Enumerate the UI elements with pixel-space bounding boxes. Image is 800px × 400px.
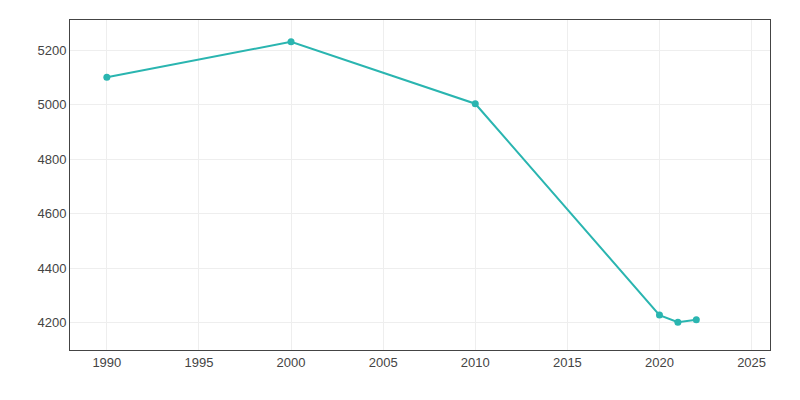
svg-text:4600: 4600 [37,206,66,221]
svg-text:2015: 2015 [553,355,582,370]
svg-text:2005: 2005 [369,355,398,370]
svg-text:4800: 4800 [37,152,66,167]
svg-text:5000: 5000 [37,97,66,112]
svg-text:2010: 2010 [461,355,490,370]
svg-text:2020: 2020 [645,355,674,370]
svg-text:1990: 1990 [92,355,121,370]
svg-text:5200: 5200 [37,43,66,58]
svg-text:4200: 4200 [37,315,66,330]
svg-text:1995: 1995 [184,355,213,370]
svg-text:2025: 2025 [737,355,766,370]
svg-text:2000: 2000 [277,355,306,370]
svg-text:4400: 4400 [37,261,66,276]
